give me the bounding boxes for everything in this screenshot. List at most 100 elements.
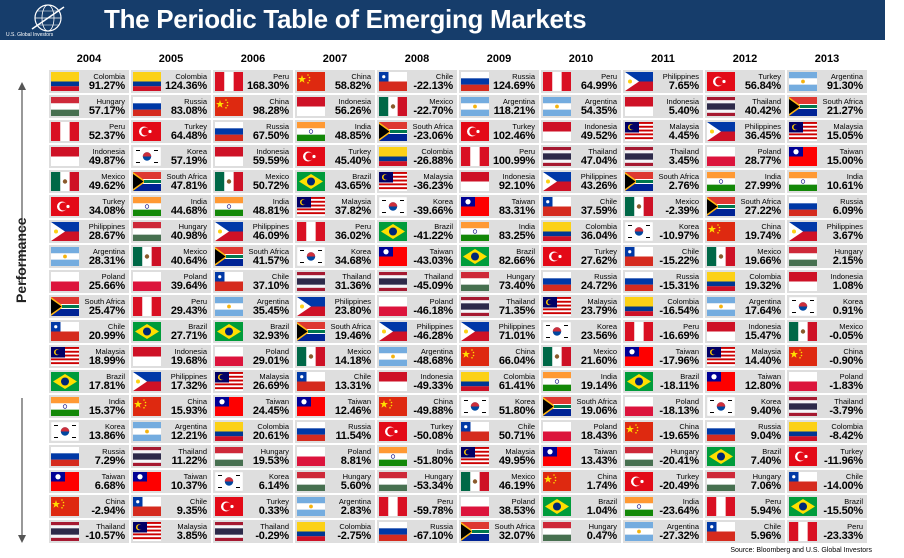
country-name: Brazil bbox=[680, 372, 699, 381]
return-value: 13.86% bbox=[88, 430, 125, 442]
taiwan-flag-icon bbox=[789, 147, 817, 166]
return-value: 12.46% bbox=[334, 405, 371, 417]
country-name: Turkey bbox=[594, 247, 617, 256]
cell-2007-malaysia: Malaysia 37.82% bbox=[295, 195, 375, 219]
return-value: -49.88% bbox=[413, 405, 453, 417]
return-value: 37.59% bbox=[580, 205, 617, 217]
cell-2005-indonesia: Indonesia 19.68% bbox=[131, 345, 211, 369]
cell-2006-peru: Peru 168.30% bbox=[213, 70, 293, 94]
cell-2013-korea: Korea 0.91% bbox=[787, 295, 867, 319]
cell-2005-malaysia: Malaysia 3.85% bbox=[131, 520, 211, 544]
cell-2005-india: India 44.68% bbox=[131, 195, 211, 219]
return-value: 64.48% bbox=[170, 130, 207, 142]
return-value: 83.25% bbox=[498, 230, 535, 242]
thailand-flag-icon bbox=[461, 297, 489, 316]
cell-2011-russia: Russia -15.31% bbox=[623, 270, 703, 294]
hungary-flag-icon bbox=[297, 472, 325, 491]
cell-2012-mexico: Mexico 19.66% bbox=[705, 245, 785, 269]
country-name: Poland bbox=[839, 372, 863, 381]
cell-2011-philippines: Philippines 7.65% bbox=[623, 70, 703, 94]
cell-2013-mexico: Mexico -0.05% bbox=[787, 320, 867, 344]
argentina-flag-icon bbox=[133, 422, 161, 441]
country-name: South Africa bbox=[822, 97, 863, 106]
return-value: 83.31% bbox=[498, 205, 535, 217]
country-name: India bbox=[190, 197, 207, 206]
country-name: Chile bbox=[107, 322, 125, 331]
country-name: Turkey bbox=[266, 497, 289, 506]
country-name: Poland bbox=[511, 497, 535, 506]
indonesia-flag-icon bbox=[789, 272, 817, 291]
brazil-flag-icon bbox=[707, 447, 735, 466]
cell-2004-india: India 15.37% bbox=[49, 395, 129, 419]
country-name: Turkey bbox=[512, 122, 535, 131]
return-value: 36.02% bbox=[334, 230, 371, 242]
cell-2007-thailand: Thailand 31.36% bbox=[295, 270, 375, 294]
cell-2007-india: India 48.85% bbox=[295, 120, 375, 144]
return-value: 9.35% bbox=[176, 505, 207, 517]
cell-2005-argentina: Argentina 12.21% bbox=[131, 420, 211, 444]
country-name: Korea bbox=[268, 472, 289, 481]
return-value: 40.98% bbox=[170, 230, 207, 242]
country-name: Chile bbox=[435, 72, 453, 81]
return-value: 124.36% bbox=[164, 80, 207, 92]
indonesia-flag-icon bbox=[297, 97, 325, 116]
return-value: 36.04% bbox=[580, 230, 617, 242]
china-flag-icon bbox=[215, 97, 243, 116]
country-name: Colombia bbox=[175, 72, 207, 81]
malaysia-flag-icon bbox=[379, 172, 407, 191]
return-value: -16.54% bbox=[659, 305, 699, 317]
poland-flag-icon bbox=[461, 497, 489, 516]
korea-flag-icon bbox=[297, 247, 325, 266]
cell-2013-china: China -0.90% bbox=[787, 345, 867, 369]
country-name: Brazil bbox=[844, 497, 863, 506]
return-value: 13.31% bbox=[334, 380, 371, 392]
country-name: Argentina bbox=[830, 72, 863, 81]
country-name: Turkey bbox=[430, 422, 453, 431]
return-value: 6.14% bbox=[258, 480, 289, 492]
cell-2008-hungary: Hungary -53.34% bbox=[377, 470, 457, 494]
return-value: 27.62% bbox=[580, 255, 617, 267]
performance-axis bbox=[10, 80, 48, 545]
country-name: Mexico bbox=[429, 97, 453, 106]
cell-2009-mexico: Mexico 46.19% bbox=[459, 470, 539, 494]
poland-flag-icon bbox=[51, 272, 79, 291]
return-value: 24.45% bbox=[252, 405, 289, 417]
indonesia-flag-icon bbox=[461, 172, 489, 191]
country-name: Russia bbox=[430, 522, 453, 531]
country-name: Russia bbox=[594, 272, 617, 281]
country-name: China bbox=[515, 347, 535, 356]
year-header-2007: 2007 bbox=[322, 53, 348, 65]
country-name: Peru bbox=[355, 222, 371, 231]
return-value: 3.67% bbox=[832, 230, 863, 242]
korea-flag-icon bbox=[789, 297, 817, 316]
cell-2010-argentina: Argentina 54.35% bbox=[541, 95, 621, 119]
hungary-flag-icon bbox=[789, 247, 817, 266]
return-value: 100.99% bbox=[492, 155, 535, 167]
country-name: Mexico bbox=[183, 247, 207, 256]
country-name: Philippines bbox=[416, 322, 453, 331]
cell-2011-china: China -19.65% bbox=[623, 420, 703, 444]
cell-2004-peru: Peru 52.37% bbox=[49, 120, 129, 144]
return-value: 19.66% bbox=[744, 255, 781, 267]
return-value: 9.04% bbox=[750, 430, 781, 442]
country-name: Peru bbox=[683, 322, 699, 331]
country-name: Philippines bbox=[826, 222, 863, 231]
cell-2006-poland: Poland 29.01% bbox=[213, 345, 293, 369]
country-name: Argentina bbox=[584, 97, 617, 106]
malaysia-flag-icon bbox=[297, 197, 325, 216]
return-value: 32.07% bbox=[498, 530, 535, 542]
cell-2004-mexico: Mexico 49.62% bbox=[49, 170, 129, 194]
cell-2012-russia: Russia 9.04% bbox=[705, 420, 785, 444]
country-name: Argentina bbox=[666, 522, 699, 531]
cell-2009-philippines: Philippines 71.01% bbox=[459, 320, 539, 344]
country-name: Indonesia bbox=[174, 347, 207, 356]
cell-2011-thailand: Thailand 3.45% bbox=[623, 145, 703, 169]
return-value: -50.08% bbox=[413, 430, 453, 442]
malaysia-flag-icon bbox=[215, 372, 243, 391]
south-africa-flag-icon bbox=[625, 172, 653, 191]
country-name: Russia bbox=[348, 422, 371, 431]
cell-2013-russia: Russia 6.09% bbox=[787, 195, 867, 219]
country-name: Philippines bbox=[498, 322, 535, 331]
return-value: 8.81% bbox=[340, 455, 371, 467]
country-name: Korea bbox=[514, 397, 535, 406]
